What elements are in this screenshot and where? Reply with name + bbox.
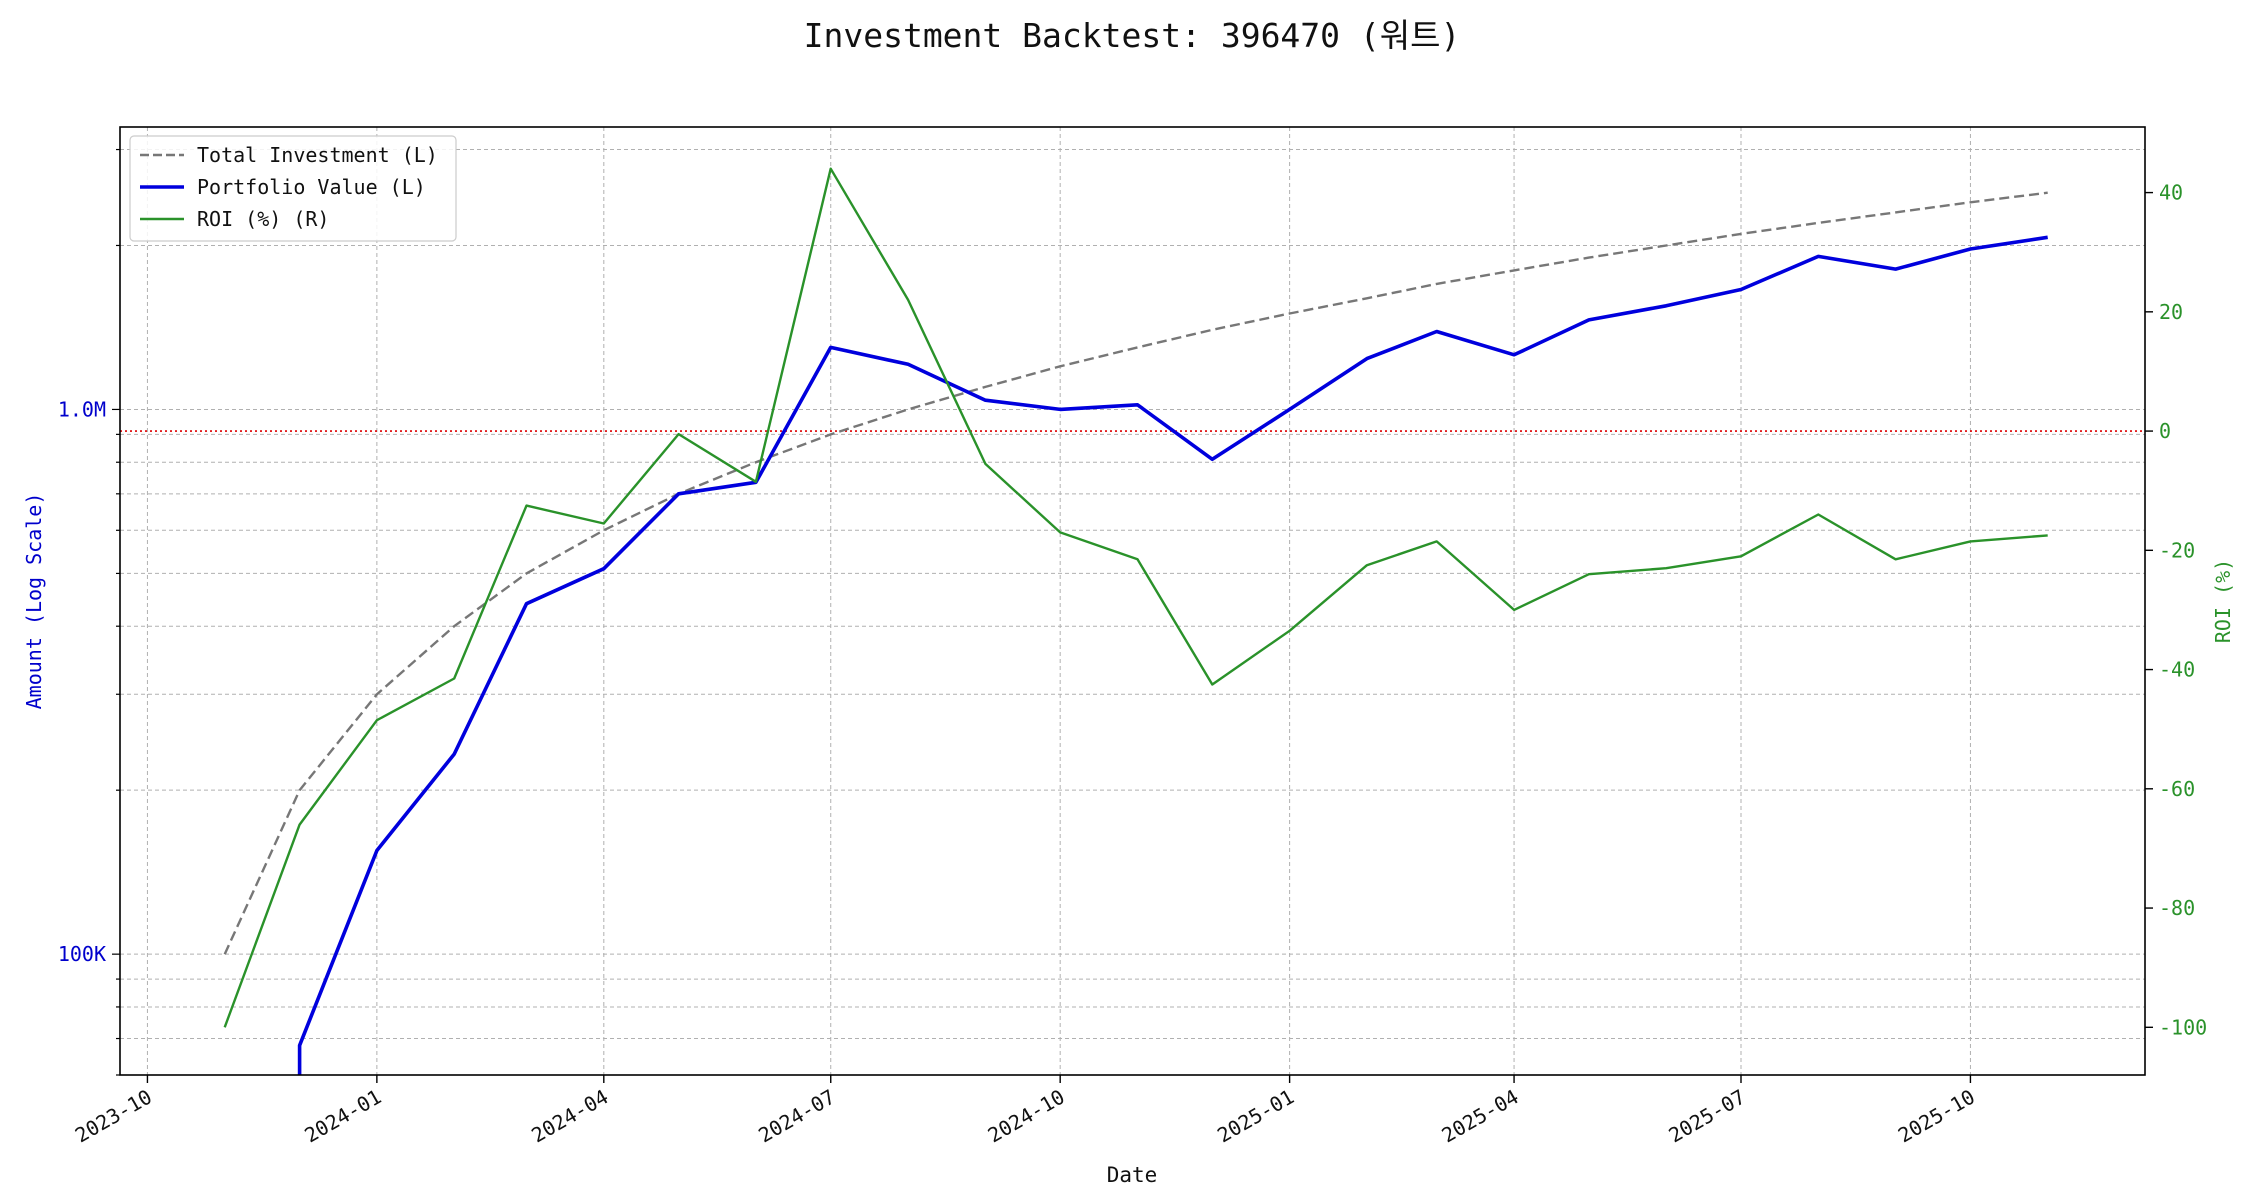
x-tick-label: 2024-04: [527, 1085, 612, 1148]
legend-label-roi: ROI (%) (R): [197, 207, 329, 231]
total-investment-line: [223, 191, 2048, 955]
x-tick-label: 2025-07: [1664, 1085, 1749, 1148]
legend-label-total-investment: Total Investment (L): [197, 143, 438, 167]
x-axis: 2023-10 2024-01 2024-04 2024-07 2024-10 2025-…: [71, 1075, 1979, 1147]
portfolio-value-line: [297, 235, 2048, 1075]
x-tick-label: 2024-10: [984, 1085, 1069, 1148]
y-left-tick-label: 1.0M: [58, 397, 106, 421]
roi-line: [223, 167, 2048, 1028]
y-axis-left-label: Amount (Log Scale): [22, 493, 46, 710]
y-axis-left: 100K 1.0M: [58, 148, 120, 1076]
y-right-tick-label: 40: [2159, 181, 2183, 205]
y-left-tick-label: 100K: [58, 942, 106, 966]
y-right-tick-label: -40: [2159, 658, 2195, 682]
x-tick-label: 2025-10: [1894, 1085, 1979, 1148]
y-right-tick-label: 0: [2159, 419, 2171, 443]
y-right-tick-label: -60: [2159, 777, 2195, 801]
series-group: [223, 167, 2048, 1075]
x-axis-label: Date: [1107, 1163, 1158, 1187]
y-right-tick-label: -80: [2159, 896, 2195, 920]
legend-box: [129, 135, 457, 242]
chart-title: Investment Backtest: 396470 (워트): [804, 16, 1461, 55]
x-tick-label: 2024-07: [754, 1085, 839, 1148]
x-tick-label: 2023-10: [71, 1085, 156, 1148]
x-tick-label: 2024-01: [300, 1085, 385, 1148]
legend-label-portfolio-value: Portfolio Value (L): [197, 175, 426, 199]
y-axis-right: -100 -80 -60 -40 -20 0 20 40: [2145, 181, 2207, 1039]
grid: [120, 127, 2145, 1076]
y-right-tick-label: 20: [2159, 300, 2183, 324]
x-tick-label: 2025-04: [1438, 1085, 1523, 1148]
x-tick-label: 2025-01: [1213, 1085, 1298, 1148]
y-axis-right-label: ROI (%): [2211, 559, 2235, 643]
legend: Total Investment (L) Portfolio Value (L)…: [129, 135, 457, 242]
y-right-tick-label: -100: [2159, 1015, 2207, 1039]
plot-frame: [119, 126, 2146, 1076]
y-right-tick-label: -20: [2159, 538, 2195, 562]
